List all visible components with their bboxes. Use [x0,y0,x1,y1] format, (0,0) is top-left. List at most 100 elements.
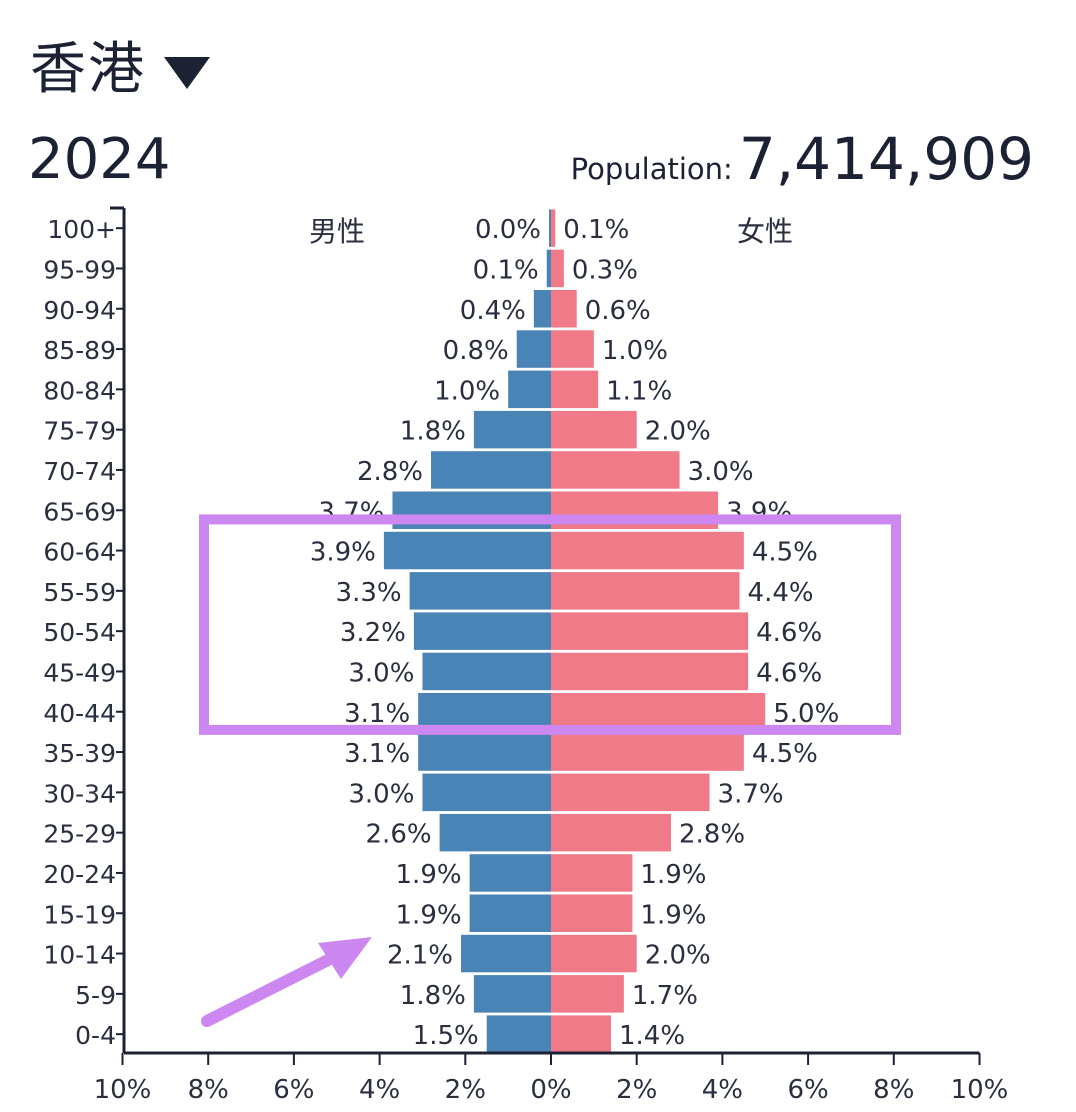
female-value-label: 0.6% [585,296,651,326]
region-name: 香港 [30,37,146,102]
age-group-label: 90-94 [43,296,116,325]
x-tick-label: 2% [616,1075,657,1105]
age-group-label: 60-64 [43,538,116,567]
male-bar-55-59 [409,572,551,610]
female-value-label: 2.0% [645,417,711,447]
male-bar-20-24 [469,854,551,892]
female-bar-90-94 [551,290,577,328]
male-value-label: 3.1% [344,699,410,729]
female-bar-40-44 [551,693,766,731]
male-bar-25-29 [439,813,551,852]
male-bar-0-4 [486,1015,551,1053]
age-group-label: 55-59 [43,578,116,607]
x-tick-label: 10% [94,1075,152,1105]
male-bar-40-44 [418,693,551,731]
male-bar-80-84 [508,370,551,409]
highlight-arrow-head [318,937,372,979]
male-bar-90-94 [533,290,551,328]
female-bar-70-74 [551,451,680,489]
male-bar-10-14 [461,934,551,973]
female-bar-0-4 [551,1015,611,1053]
x-tick-label: 6% [787,1075,828,1105]
year-label: 2024 [28,127,171,192]
female-value-label: 1.7% [632,981,698,1011]
x-tick-label: 6% [273,1075,314,1105]
male-value-label: 0.8% [443,336,509,366]
female-value-label: 0.1% [563,215,629,245]
highlight-box [199,514,901,735]
female-value-label: 4.6% [756,618,822,648]
x-tick-label: 10% [951,1075,1009,1105]
x-tick-label: 2% [445,1075,486,1105]
age-group-label: 20-24 [43,860,116,889]
male-bar-5-9 [473,975,551,1013]
female-bar-80-84 [551,370,599,409]
region-selector[interactable]: 香港 [30,42,210,98]
bars-layer [383,209,766,1053]
male-bar-75-79 [473,410,551,449]
male-value-label: 1.9% [396,860,462,890]
female-value-label: 4.6% [756,658,822,688]
male-value-label: 1.0% [434,376,500,406]
female-value-label: 0.3% [572,255,638,285]
x-tick-label: 8% [188,1075,229,1105]
age-group-label: 80-84 [43,376,116,405]
female-value-label: 3.7% [718,779,784,809]
male-bar-30-34 [422,773,551,812]
population-readout: Population: 7,414,909 [571,130,1034,188]
male-value-label: 3.0% [348,658,414,688]
male-bar-70-74 [431,451,551,489]
age-group-label: 100+ [47,215,116,244]
annotation-layer [199,514,901,1027]
population-value: 7,414,909 [738,125,1034,193]
female-value-label: 5.0% [773,699,839,729]
labels-layer: 0.0% 0.1% 0.1% 0.3% 0.4% 0.6% 0.8% 1.0% 1.0% 1.1%… [309,215,839,1051]
female-bar-15-19 [551,894,633,932]
male-bar-60-64 [383,531,551,570]
female-bar-5-9 [551,975,624,1013]
female-value-label: 1.0% [602,336,668,366]
male-value-label: 0.0% [475,215,541,245]
female-value-label: 4.4% [748,578,814,608]
female-value-label: 2.0% [645,941,711,971]
female-value-label: 1.4% [619,1021,685,1051]
axes-layer: 100+ 95-99 90-94 85-89 80-84 75-79 70-74 65-69 6… [43,206,1009,1105]
male-bar-45-49 [422,652,551,691]
age-group-label: 35-39 [43,739,116,768]
male-bar-35-39 [418,733,551,771]
age-group-label: 45-49 [43,658,116,687]
male-value-label: 3.1% [344,739,410,769]
age-group-label: 5-9 [75,981,116,1010]
female-bar-100+ [551,209,556,247]
female-bar-75-79 [551,410,637,449]
x-tick-label: 4% [359,1075,400,1105]
male-value-label: 0.1% [473,255,539,285]
male-value-label: 3.3% [336,578,402,608]
age-group-label: 10-14 [43,941,116,970]
male-value-label: 2.1% [387,941,453,971]
female-bar-20-24 [551,854,633,892]
female-value-label: 1.9% [640,900,706,930]
female-value-label: 1.1% [606,376,672,406]
age-group-label: 95-99 [43,255,116,284]
x-tick-label: 8% [873,1075,914,1105]
age-group-label: 65-69 [43,497,116,526]
male-value-label: 2.8% [357,457,423,487]
male-value-label: 3.2% [340,618,406,648]
female-value-label: 2.8% [679,820,745,850]
caret-down-icon[interactable] [164,57,210,89]
age-group-label: 85-89 [43,336,116,365]
male-bar-100+ [549,209,551,247]
female-value-label: 1.9% [640,860,706,890]
age-group-label: 15-19 [43,900,116,929]
male-value-label: 2.6% [366,820,432,850]
female-bar-55-59 [551,572,740,610]
male-bar-15-19 [469,894,551,932]
male-value-label: 3.0% [348,779,414,809]
age-group-label: 50-54 [43,618,116,647]
male-value-label: 1.8% [400,417,466,447]
male-value-label: 1.9% [396,900,462,930]
male-value-label: 1.5% [413,1021,479,1051]
age-group-label: 0-4 [75,1021,116,1050]
